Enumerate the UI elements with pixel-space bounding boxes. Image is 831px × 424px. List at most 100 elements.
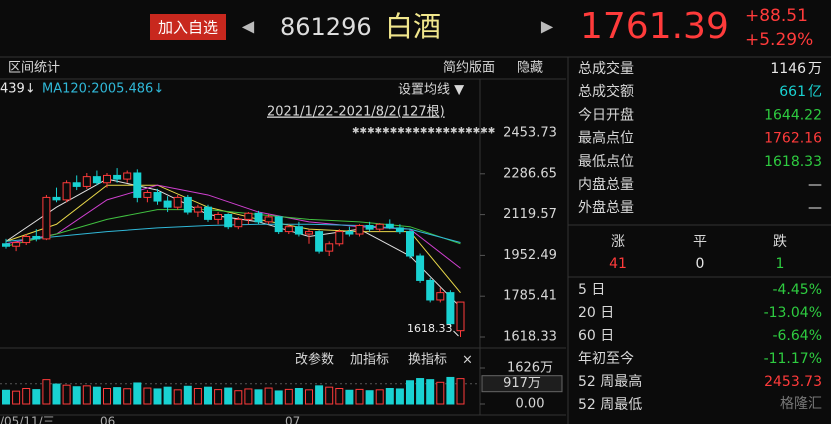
ma-label: 439↓ (0, 82, 36, 97)
y-tick-label: 2453.73 (503, 126, 557, 141)
stat-label: 最低点位 (578, 154, 634, 170)
volume-bar (335, 388, 344, 405)
ma-line (5, 184, 461, 269)
breadth-label: 涨 (611, 234, 625, 250)
volume-bar (103, 388, 111, 405)
candle-body (385, 223, 394, 229)
breadth-value: 41 (609, 256, 627, 272)
volume-bar (355, 388, 364, 405)
candle-body (365, 224, 374, 230)
candle-body (355, 224, 364, 235)
volume-bar (315, 385, 324, 405)
y-tick-label: 1618.33 (503, 330, 557, 345)
candle-body (123, 172, 132, 180)
code: 861296 (280, 13, 372, 41)
stat-label: 内盘总量 (578, 176, 634, 193)
volume-bar (32, 389, 41, 405)
stat-value: 1762.16 (764, 131, 822, 147)
stat-unit: 亿 (808, 84, 822, 100)
interval-stats[interactable]: 区间统计 (8, 61, 60, 76)
prev-arrow[interactable]: ◀ (242, 17, 255, 36)
volume-bar (163, 386, 172, 405)
volume-bar (22, 388, 31, 405)
volume-bar (123, 388, 132, 405)
return-label: 52 周最低 (578, 397, 642, 413)
indicator-button: 加指标 (350, 353, 389, 368)
volume-bar (406, 380, 414, 405)
x-label: 06 (100, 415, 115, 424)
hide-button[interactable]: 隐藏 (517, 61, 543, 76)
candle-body (345, 231, 354, 235)
volume-bar (395, 388, 404, 405)
return-label: 5 日 (578, 282, 605, 298)
volume-bar (365, 390, 374, 405)
volume-bar (436, 381, 445, 405)
y-tick-label: 1626万 (507, 361, 553, 376)
return-value: -6.64% (772, 328, 822, 344)
volume-bar (234, 390, 243, 405)
indicator-button: 改参数 (295, 352, 334, 368)
volume-bar (113, 387, 122, 405)
candle-body (315, 231, 324, 252)
candle-body (294, 226, 303, 235)
candle-body (163, 200, 172, 208)
stat-value: 661 (779, 84, 806, 100)
stat-value: 1644.22 (764, 107, 822, 123)
candle-body (62, 182, 71, 201)
date-range: 2021/1/22-2021/8/2(127根) (267, 105, 445, 120)
breadth-value: 0 (696, 256, 705, 272)
stat-label: 总成交额 (578, 83, 634, 100)
x-label: 07 (285, 415, 300, 424)
candle-body (52, 196, 61, 201)
ma-setting[interactable]: 设置均线 ▼ (398, 83, 464, 98)
candle-body (32, 235, 41, 240)
candle-body (416, 255, 425, 281)
indicator-button: 换指标 (408, 353, 447, 368)
candle-body (456, 301, 465, 332)
x-label: /05/11/三 (0, 415, 55, 424)
volume-bar (375, 389, 384, 405)
volume-marker-box (481, 375, 563, 393)
add-watch-label[interactable]: 加入自选 (158, 19, 218, 37)
annotation-arrow (453, 330, 459, 337)
candle-body (284, 226, 293, 233)
volume-bar (204, 386, 212, 405)
candle-body (173, 196, 182, 208)
next-arrow[interactable]: ▶ (541, 17, 554, 36)
volume-bar (82, 385, 91, 405)
volume-bar (294, 388, 303, 405)
volume-bar (183, 385, 192, 405)
candle-body (42, 196, 51, 240)
change-pct: +5.29% (745, 30, 813, 50)
candle-body (133, 172, 142, 198)
volume-bar (264, 387, 273, 405)
y-tick-label: 2119.57 (503, 207, 557, 222)
low-annotation: 1618.33 (407, 322, 453, 335)
breadth-label: 平 (693, 234, 707, 250)
volume-bar (284, 388, 293, 405)
return-label: 52 周最高 (578, 373, 642, 390)
candle-body (72, 182, 81, 187)
volume-bar (193, 388, 202, 405)
return-label: 60 日 (578, 328, 614, 344)
candle-body (224, 213, 233, 228)
volume-bar (2, 389, 10, 405)
stat-label: 外盘总量 (578, 199, 634, 216)
return-value: 2453.73 (764, 374, 822, 390)
stat-value: — (808, 200, 822, 216)
candle-body (143, 192, 152, 198)
layout-button[interactable]: 简约版面 (443, 60, 495, 76)
volume-bar (446, 376, 455, 405)
volume-bar (254, 389, 263, 405)
candle-body (446, 292, 455, 325)
candle-body (82, 176, 91, 187)
y-tick-label: 2286.65 (503, 166, 557, 181)
stat-value: — (808, 177, 822, 193)
ma-line (5, 209, 461, 247)
candle-body (325, 243, 334, 252)
volume-bar (62, 384, 71, 405)
add-watch-button[interactable] (150, 14, 226, 40)
volume-bar (12, 390, 21, 405)
